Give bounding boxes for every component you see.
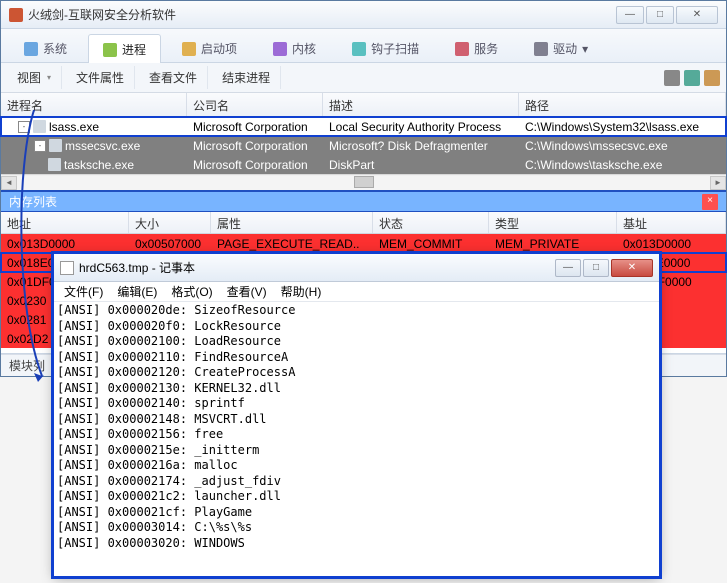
process-row[interactable]: tasksche.exe Microsoft Corporation DiskP… — [1, 155, 726, 174]
scroll-right-icon[interactable]: ► — [710, 176, 726, 190]
np-min-button[interactable]: — — [555, 259, 581, 277]
main-tabbar: 系统 进程 启动项 内核 钩子扫描 服务 驱动▾ — [1, 29, 726, 63]
tab-system[interactable]: 系统 — [9, 33, 82, 62]
tab-drivers[interactable]: 驱动▾ — [519, 33, 603, 62]
np-close-button[interactable]: ✕ — [611, 259, 653, 277]
module-label: 模块列 — [9, 357, 45, 374]
view-button[interactable]: 视图▾ — [7, 66, 62, 89]
memory-panel-header: 内存列表 × — [1, 190, 726, 212]
driver-icon — [534, 42, 548, 56]
file-attrs-button[interactable]: 文件属性 — [66, 66, 135, 89]
process-row[interactable]: -mssecsvc.exe Microsoft Corporation Micr… — [1, 136, 726, 155]
gear-icon[interactable] — [664, 70, 680, 86]
window-title: 火绒剑-互联网安全分析软件 — [28, 6, 176, 23]
col-company[interactable]: 公司名 — [187, 93, 323, 116]
maximize-button[interactable]: □ — [646, 6, 674, 24]
tab-startup[interactable]: 启动项 — [167, 33, 252, 62]
service-icon — [455, 42, 469, 56]
process-row[interactable]: -lsass.exe Microsoft Corporation Local S… — [1, 117, 726, 136]
menu-file[interactable]: 文件(F) — [58, 282, 109, 301]
col-type[interactable]: 类型 — [489, 212, 617, 233]
memory-columns: 地址 大小 属性 状态 类型 基址 — [1, 212, 726, 234]
end-process-button[interactable]: 结束进程 — [212, 66, 281, 89]
notepad-menubar: 文件(F) 编辑(E) 格式(O) 查看(V) 帮助(H) — [54, 282, 659, 302]
col-size[interactable]: 大小 — [129, 212, 211, 233]
col-description[interactable]: 描述 — [323, 93, 519, 116]
kernel-icon — [273, 42, 287, 56]
menu-format[interactable]: 格式(O) — [165, 282, 218, 301]
col-process-name[interactable]: 进程名 — [1, 93, 187, 116]
exe-icon — [48, 158, 61, 171]
memory-title: 内存列表 — [9, 193, 57, 210]
tab-kernel[interactable]: 内核 — [258, 33, 331, 62]
col-attr[interactable]: 属性 — [211, 212, 373, 233]
help-icon[interactable] — [704, 70, 720, 86]
titlebar: 火绒剑-互联网安全分析软件 — □ ✕ — [1, 1, 726, 29]
panel-close-icon[interactable]: × — [702, 194, 718, 210]
view-file-button[interactable]: 查看文件 — [139, 66, 208, 89]
process-body: -lsass.exe Microsoft Corporation Local S… — [1, 117, 726, 190]
scroll-handle[interactable] — [354, 176, 374, 188]
exe-icon — [33, 120, 46, 133]
notepad-window: hrdC563.tmp - 记事本 — □ ✕ 文件(F) 编辑(E) 格式(O… — [54, 254, 659, 576]
tab-process[interactable]: 进程 — [88, 34, 161, 63]
menu-view[interactable]: 查看(V) — [221, 282, 273, 301]
notepad-title: hrdC563.tmp - 记事本 — [79, 259, 195, 276]
memory-row[interactable]: 0x013D00000x00507000PAGE_EXECUTE_READ..M… — [1, 234, 726, 253]
h-scrollbar[interactable]: ◄ ► — [1, 174, 726, 190]
tab-services[interactable]: 服务 — [440, 33, 513, 62]
system-icon — [24, 42, 38, 56]
col-path[interactable]: 路径 — [519, 93, 726, 116]
hook-icon — [352, 42, 366, 56]
exe-icon — [49, 139, 62, 152]
notepad-titlebar: hrdC563.tmp - 记事本 — □ ✕ — [54, 254, 659, 282]
menu-edit[interactable]: 编辑(E) — [111, 282, 163, 301]
tab-hooks[interactable]: 钩子扫描 — [337, 33, 434, 62]
menu-help[interactable]: 帮助(H) — [275, 282, 328, 301]
col-addr[interactable]: 地址 — [1, 212, 129, 233]
scroll-left-icon[interactable]: ◄ — [1, 176, 17, 190]
app-icon — [9, 8, 23, 22]
refresh-icon[interactable] — [684, 70, 700, 86]
collapse-icon[interactable]: - — [34, 140, 46, 152]
collapse-icon[interactable]: - — [18, 121, 30, 133]
startup-icon — [182, 42, 196, 56]
process-icon — [103, 43, 117, 57]
process-columns: 进程名 公司名 描述 路径 — [1, 93, 726, 117]
notepad-icon — [60, 261, 74, 275]
np-max-button[interactable]: □ — [583, 259, 609, 277]
process-toolbar: 视图▾ 文件属性 查看文件 结束进程 — [1, 63, 726, 93]
close-button[interactable]: ✕ — [676, 6, 718, 24]
notepad-body[interactable]: [ANSI] 0x000020de: SizeofResource [ANSI]… — [54, 302, 659, 550]
minimize-button[interactable]: — — [616, 6, 644, 24]
col-state[interactable]: 状态 — [373, 212, 489, 233]
col-base[interactable]: 基址 — [617, 212, 726, 233]
